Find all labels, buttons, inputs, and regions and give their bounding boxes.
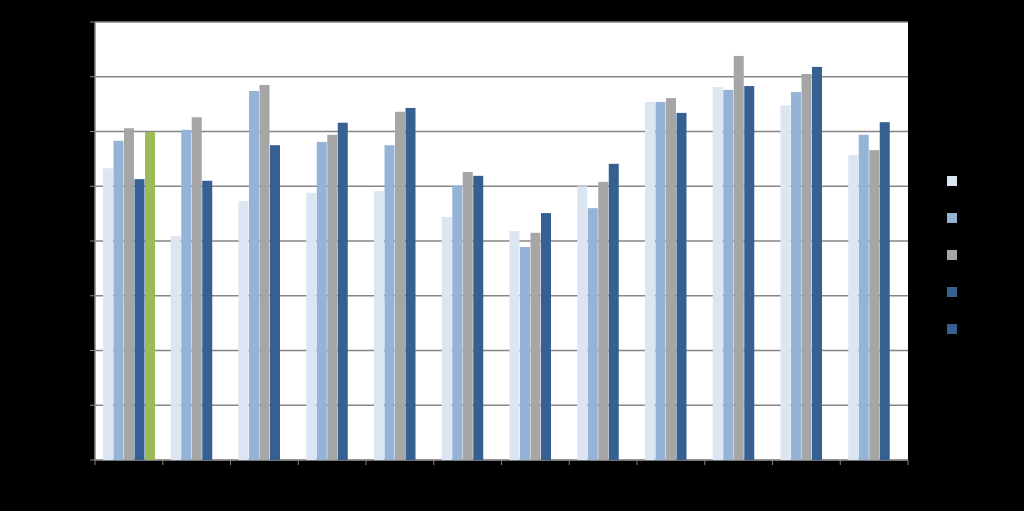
bar: [645, 101, 655, 460]
y-tick-label: 6: [78, 124, 85, 138]
bar: [509, 231, 520, 460]
bar: [598, 181, 609, 460]
bar: [655, 101, 666, 460]
bar: [405, 107, 416, 461]
bar: [733, 55, 744, 460]
y-tick-label: 5: [78, 178, 85, 192]
y-tick-label: 2: [78, 343, 85, 357]
bar: [676, 112, 687, 460]
y-tick-label: 0: [78, 452, 85, 466]
bar: [441, 216, 452, 460]
bar: [327, 134, 338, 460]
bar: [879, 122, 890, 460]
bar: [202, 180, 213, 460]
bar: [462, 172, 473, 460]
bar: [306, 192, 317, 460]
bar: [801, 74, 812, 460]
y-tick-label: 1: [78, 397, 85, 411]
bar: [587, 208, 598, 460]
bar: [270, 145, 280, 460]
bar: [452, 185, 463, 460]
y-tick-label: 7: [78, 69, 85, 83]
y-tick-label: 4: [78, 233, 85, 247]
bar: [316, 141, 327, 460]
bar: [858, 134, 869, 460]
bar: [744, 86, 755, 461]
bar: [249, 90, 259, 461]
bar: [848, 155, 859, 461]
bar: [520, 247, 530, 460]
bar: [608, 163, 619, 461]
legend-marker: [947, 250, 957, 260]
bar: [145, 132, 155, 461]
y-tick-label: 8: [78, 14, 85, 28]
legend-marker: [947, 324, 957, 334]
bar: [780, 105, 791, 460]
bar: [541, 213, 551, 460]
bar: [181, 129, 192, 461]
bar: [124, 128, 134, 460]
y-tick-label: 3: [78, 288, 85, 302]
bar: [723, 89, 734, 460]
bar: [869, 150, 880, 461]
bar: [395, 111, 405, 460]
bar: [473, 175, 484, 460]
bar: [113, 140, 124, 460]
legend-marker: [947, 213, 957, 223]
bar: [712, 87, 723, 460]
bar: [577, 186, 588, 460]
bar: [812, 66, 822, 461]
bar: [337, 122, 348, 461]
bar: [791, 92, 801, 460]
bar: [191, 117, 202, 460]
bar: [170, 236, 181, 460]
bar: [374, 191, 384, 461]
bar: [103, 168, 113, 460]
bar: [384, 145, 395, 460]
bar: [666, 98, 676, 460]
legend-marker: [947, 287, 957, 297]
bar: [134, 179, 145, 460]
bar: [530, 232, 541, 460]
legend-marker: [947, 176, 957, 186]
bar: [238, 201, 249, 460]
bar: [259, 84, 270, 461]
